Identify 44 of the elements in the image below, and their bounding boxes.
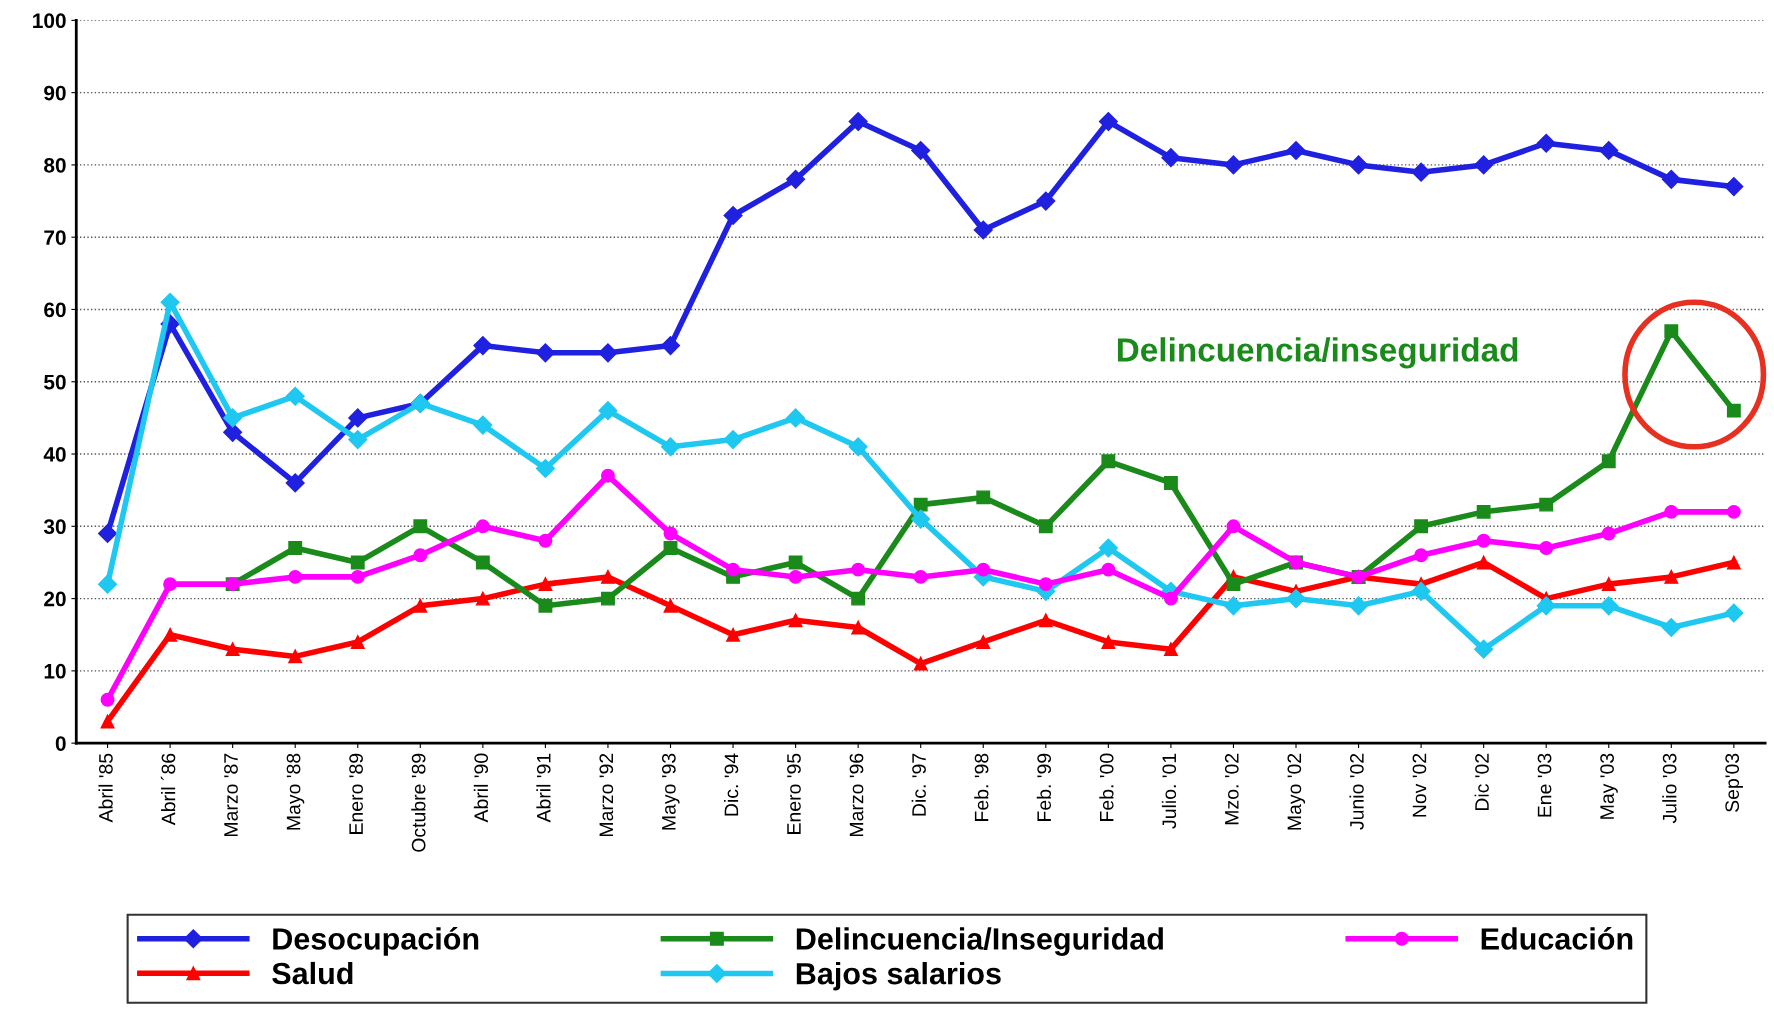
x-tick-label: Mayo '93 (661, 753, 680, 830)
x-tick-label: Dic. '94 (723, 753, 739, 816)
x-tick-label: Marzo '87 (224, 753, 238, 837)
y-tick-label: 90 (44, 85, 66, 101)
y-tick-label: 70 (44, 230, 66, 245)
y-tick-label: 30 (43, 519, 66, 535)
y-tick-label: 80 (44, 157, 66, 173)
x-tick-label: Abril '85 (98, 753, 113, 823)
x-tick-label: Julio '03 (1662, 753, 1677, 824)
annotation: Delincuencia/inseguridad (1117, 337, 1518, 369)
x-tick-label: Nov '02 (1412, 753, 1427, 817)
x-tick-label: Feb. '99 (1036, 753, 1052, 821)
x-tick-label: Enero '89 (349, 753, 363, 834)
legend-label: Bajos salarios (796, 962, 1001, 991)
x-tick-label: Mayo '02 (1287, 753, 1306, 830)
y-tick-label: 0 (55, 736, 66, 751)
x-tick-label: Dic. '97 (911, 753, 926, 816)
y-tick-label: 100 (33, 13, 66, 29)
legend-label: Desocupación (273, 927, 479, 956)
x-tick-label: Enero '95 (787, 753, 801, 834)
y-tick-label: 10 (44, 663, 66, 679)
x-tick-label: Marzo '96 (849, 753, 864, 837)
x-tick-label: Sep'03 (1725, 753, 1743, 812)
x-tick-label: Octubre '89 (411, 753, 426, 852)
x-tick-label: Julio. '01 (1161, 753, 1177, 829)
x-tick-label: Marzo '92 (599, 753, 614, 837)
y-tick-label: 50 (44, 374, 66, 390)
x-tick-label: Mzo. '02 (1224, 753, 1239, 825)
legend-label: Educación (1481, 927, 1633, 950)
x-tick-label: Abril '90 (473, 753, 489, 823)
y-tick-label: 60 (44, 302, 66, 318)
y-tick-label: 40 (43, 447, 66, 462)
x-tick-label: Abril ´86 (160, 753, 176, 826)
x-tick-label: Dic '02 (1474, 753, 1489, 811)
x-tick-label: Feb. '98 (974, 753, 989, 821)
y-tick-label: 20 (44, 591, 66, 607)
x-tick-label: May '03 (1600, 753, 1618, 819)
x-tick-label: Junio '02 (1349, 753, 1364, 830)
x-tick-label: Mayo '88 (286, 753, 305, 830)
legend-label: Delincuencia/Inseguridad (796, 927, 1163, 956)
x-tick-label: Ene '03 (1537, 753, 1552, 817)
x-tick-label: Feb. '00 (1099, 753, 1114, 821)
legend-label: Salud (272, 961, 353, 985)
x-tick-label: Abril '91 (536, 753, 551, 823)
